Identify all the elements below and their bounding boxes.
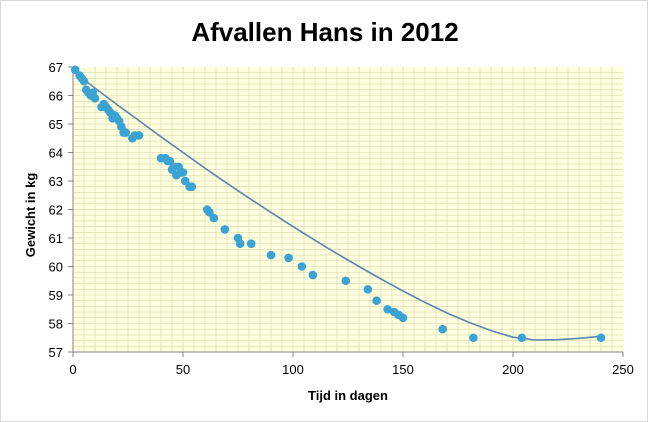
data-point [79, 76, 89, 86]
data-point [383, 304, 392, 314]
tick-labels: 0 50 100 150 200 250 57 58 59 60 61 62 63 64 65 66 67 [49, 60, 634, 377]
x-tick-label: 0 [69, 362, 76, 377]
gridlines [73, 67, 623, 352]
y-axis-label: Gewicht in kg [23, 173, 38, 258]
data-point [235, 239, 245, 248]
x-tick-label: 200 [502, 362, 524, 377]
data-point [308, 270, 318, 280]
data-point [121, 128, 131, 137]
data-point [246, 239, 256, 248]
data-point [517, 333, 527, 343]
data-point [209, 213, 219, 223]
data-point [220, 225, 230, 234]
data-points [70, 65, 606, 343]
chart-title: Afvallen Hans in 2012 [191, 17, 458, 47]
data-point [363, 285, 373, 294]
data-point [266, 250, 276, 260]
data-point [90, 94, 100, 103]
data-point [398, 313, 408, 323]
x-tick-label: 150 [392, 362, 414, 377]
x-axis-label: Tijd in dagen [308, 388, 388, 403]
data-point [178, 168, 188, 177]
x-tick-label: 50 [176, 362, 190, 377]
y-tick-label: 60 [49, 260, 63, 275]
y-tick-label: 59 [49, 288, 63, 303]
y-tick-label: 67 [49, 60, 63, 75]
data-point [341, 276, 351, 286]
data-point [596, 333, 606, 343]
data-point [438, 324, 447, 334]
y-tick-label: 65 [49, 117, 63, 132]
x-tick-label: 250 [612, 362, 634, 377]
data-point [134, 131, 144, 140]
y-tick-label: 58 [49, 317, 63, 332]
y-tick-label: 57 [49, 345, 63, 360]
data-point [284, 253, 293, 263]
y-tick-label: 64 [49, 146, 63, 161]
y-tick-label: 61 [49, 231, 63, 246]
data-point [187, 182, 197, 191]
x-tick-label: 100 [282, 362, 304, 377]
y-tick-label: 62 [49, 203, 63, 218]
y-tick-label: 63 [49, 174, 63, 189]
y-tick-label: 66 [49, 89, 63, 104]
data-point [372, 296, 381, 306]
data-point [297, 262, 307, 271]
trendline [72, 70, 602, 341]
data-point [469, 333, 478, 343]
